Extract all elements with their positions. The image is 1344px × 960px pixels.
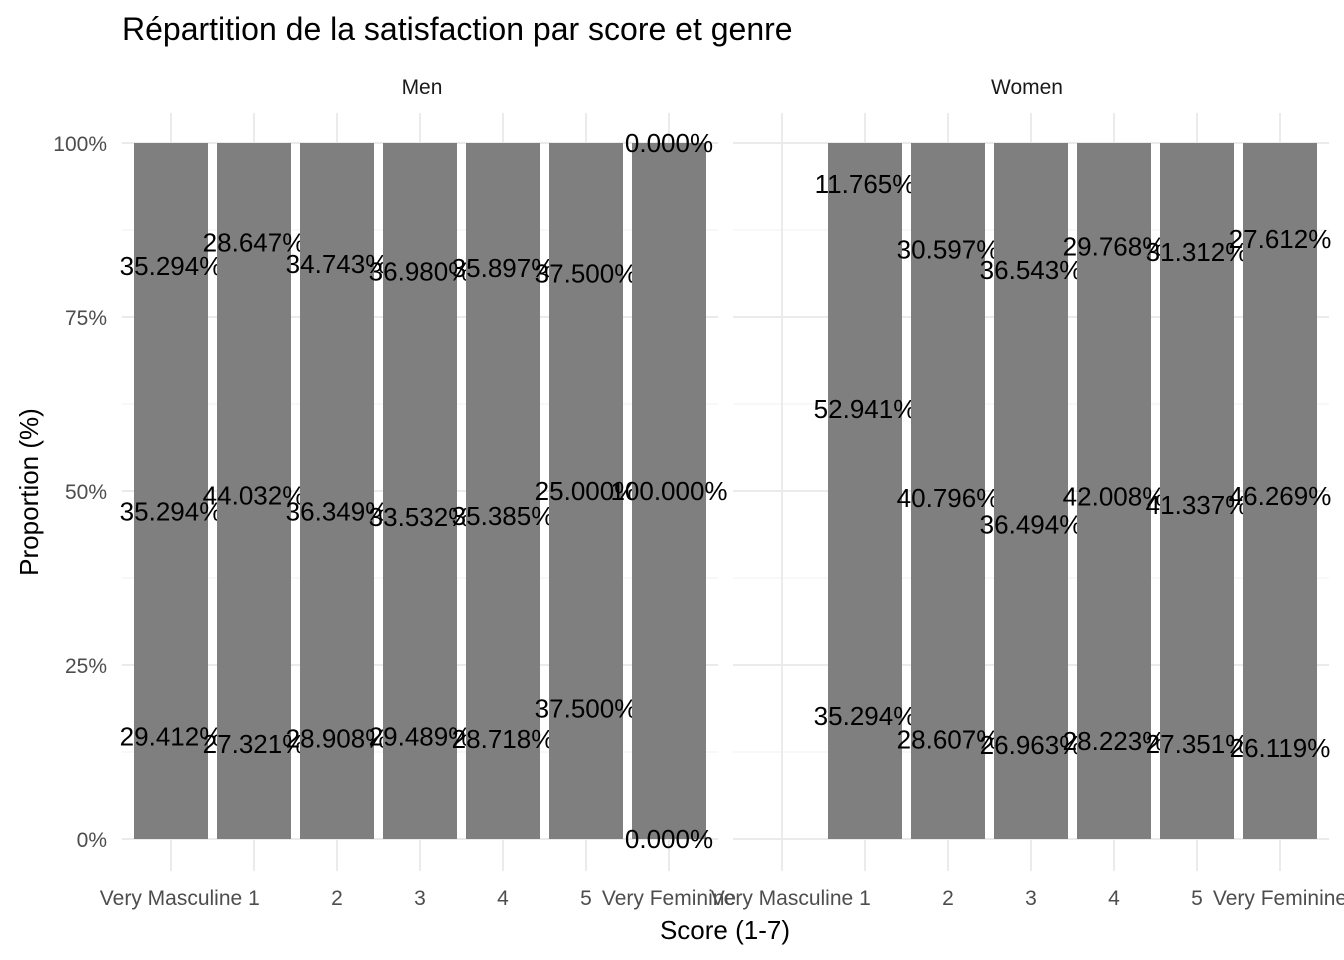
- data-label: 35.897%: [452, 253, 555, 283]
- x-tick-label: 5: [1191, 887, 1203, 910]
- y-tick-label: 100%: [53, 133, 107, 156]
- data-label: 37.500%: [535, 694, 638, 724]
- bar: [134, 143, 208, 839]
- chart-title: Répartition de la satisfaction par score…: [122, 11, 793, 47]
- y-tick-label: 75%: [65, 307, 107, 330]
- data-label: 42.008%: [1063, 481, 1166, 511]
- data-label: 29.412%: [120, 722, 223, 752]
- x-axis-title: Score (1-7): [660, 915, 790, 945]
- bar: [383, 142, 457, 839]
- x-tick-label: 5: [580, 887, 592, 910]
- data-label: 37.500%: [535, 259, 638, 289]
- x-tick-label: 1: [859, 887, 871, 910]
- data-label: 35.385%: [452, 501, 555, 531]
- data-label: 100.000%: [610, 476, 727, 506]
- data-label: 28.718%: [452, 724, 555, 754]
- data-label: 31.312%: [1146, 237, 1249, 267]
- data-label: 33.532%: [369, 502, 472, 532]
- bar: [911, 143, 985, 839]
- x-tick-label: 1: [248, 887, 260, 910]
- data-label: 36.980%: [369, 257, 472, 287]
- data-label: 28.908%: [286, 723, 389, 753]
- y-tick-label: 25%: [65, 655, 107, 678]
- data-label: 35.294%: [814, 701, 917, 731]
- data-label: 27.351%: [1146, 729, 1249, 759]
- bar: [1077, 143, 1151, 839]
- data-label: 28.647%: [203, 228, 306, 258]
- data-label: 34.743%: [286, 249, 389, 279]
- data-label: 26.119%: [1230, 733, 1331, 763]
- x-tick-label: 4: [497, 887, 509, 910]
- data-label: 40.796%: [897, 483, 1000, 513]
- data-label: 0.000%: [625, 824, 713, 854]
- data-label: 35.294%: [120, 251, 223, 281]
- bar: [632, 143, 706, 839]
- data-label: 36.494%: [980, 509, 1083, 539]
- data-label: 46.269%: [1229, 481, 1332, 511]
- bar: [300, 143, 374, 839]
- data-label: 28.607%: [897, 724, 1000, 754]
- panel-men: Men 29.412% 35.294% 35.294% 27.321% 44.032% 28…: [53, 76, 736, 910]
- data-label: 41.337%: [1146, 490, 1249, 520]
- bar: [828, 143, 902, 839]
- data-label: 26.963%: [980, 730, 1083, 760]
- x-tick-label: 3: [1025, 887, 1037, 910]
- x-tick-label: Very Feminine: [1213, 887, 1344, 910]
- x-tick-label: 4: [1108, 887, 1120, 910]
- y-tick-label: 50%: [65, 481, 107, 504]
- chart-panels: Men 29.412% 35.294% 35.294% 27.321% 44.032% 28…: [53, 76, 1344, 910]
- data-label: 29.768%: [1063, 232, 1166, 262]
- strip-label-women: Women: [991, 76, 1063, 99]
- data-label: 27.321%: [203, 729, 306, 759]
- bar: [466, 143, 540, 839]
- data-label: 28.223%: [1063, 726, 1166, 756]
- x-tick-label: Very Masculine: [100, 887, 242, 910]
- data-label: 30.597%: [897, 234, 1000, 264]
- data-label: 44.032%: [203, 481, 306, 511]
- data-label: 35.294%: [120, 496, 223, 526]
- data-label: 29.489%: [369, 721, 472, 751]
- x-tick-label: 2: [942, 887, 954, 910]
- x-tick-label: Very Feminine: [602, 887, 736, 910]
- bar: [1160, 143, 1234, 839]
- x-tick-label: Very Masculine: [711, 887, 853, 910]
- data-label: 11.765%: [815, 169, 916, 199]
- data-label: 36.543%: [980, 255, 1083, 285]
- x-tick-label: 3: [414, 887, 426, 910]
- x-tick-label: 2: [331, 887, 343, 910]
- data-label: 0.000%: [625, 128, 713, 158]
- y-tick-label: 0%: [77, 829, 107, 852]
- data-label: 52.941%: [814, 394, 917, 424]
- data-label: 25.000%: [535, 476, 638, 506]
- data-label: 27.612%: [1229, 224, 1332, 254]
- bar: [994, 143, 1068, 839]
- panel-women: Women 35.294% 52.941% 11.765% 28.607% 40.796%…: [711, 76, 1344, 910]
- bar: [217, 143, 291, 839]
- bar: [1243, 143, 1317, 839]
- y-axis-title: Proportion (%): [14, 408, 44, 576]
- bar: [549, 143, 623, 839]
- strip-label-men: Men: [402, 76, 443, 99]
- data-label: 36.349%: [286, 496, 389, 526]
